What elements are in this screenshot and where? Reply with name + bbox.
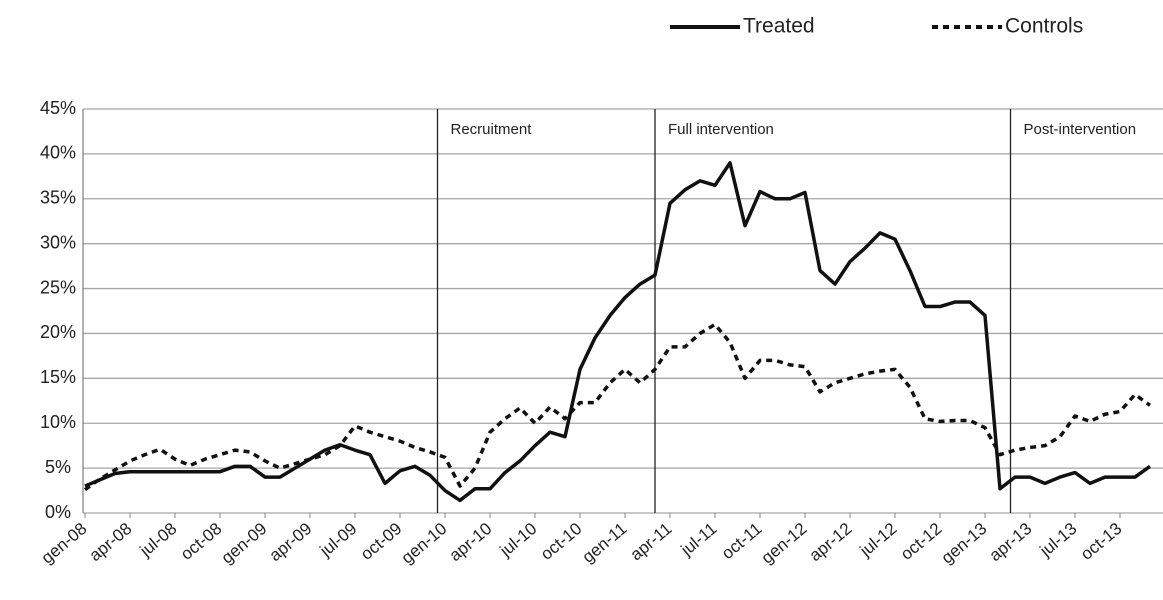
x-tick-label: gen-09 bbox=[218, 519, 271, 568]
period-label: Full intervention bbox=[668, 121, 774, 138]
x-tick-label: gen-13 bbox=[938, 519, 991, 568]
x-tick-label: gen-11 bbox=[579, 519, 631, 567]
period-label: Post-intervention bbox=[1024, 121, 1137, 138]
y-tick-label: 10% bbox=[40, 412, 76, 432]
x-tick-label: oct-12 bbox=[897, 519, 945, 564]
x-tick-label: jul-09 bbox=[316, 519, 361, 561]
x-tick-label: oct-11 bbox=[718, 519, 765, 563]
x-tick-label: jul-13 bbox=[1036, 519, 1081, 561]
y-tick-label: 30% bbox=[40, 232, 76, 252]
x-tick-label: apr-11 bbox=[627, 519, 676, 564]
x-tick-label: gen-08 bbox=[38, 519, 91, 568]
x-tick-label: oct-09 bbox=[357, 519, 405, 564]
series-line bbox=[83, 322, 1152, 492]
y-tick-label: 0% bbox=[45, 502, 71, 522]
y-tick-label: 25% bbox=[40, 277, 76, 297]
x-tick-label: jul-11 bbox=[677, 519, 721, 560]
series-line bbox=[84, 161, 1152, 503]
x-tick-label: jul-08 bbox=[136, 519, 181, 561]
x-tick-label: apr-12 bbox=[806, 519, 856, 565]
x-tick-label: gen-10 bbox=[398, 519, 451, 568]
x-tick-label: oct-10 bbox=[537, 519, 585, 564]
legend-label: Controls bbox=[1005, 15, 1083, 38]
y-tick-label: 20% bbox=[40, 322, 76, 342]
y-tick-label: 5% bbox=[45, 457, 71, 477]
x-tick-label: gen-12 bbox=[758, 519, 811, 568]
y-tick-label: 40% bbox=[40, 143, 76, 163]
x-tick-label: oct-13 bbox=[1077, 519, 1125, 564]
x-tick-label: jul-12 bbox=[856, 519, 901, 561]
legend-label: Treated bbox=[743, 15, 815, 38]
y-tick-label: 35% bbox=[40, 188, 76, 208]
y-tick-label: 15% bbox=[40, 367, 76, 387]
x-tick-label: apr-09 bbox=[266, 519, 316, 565]
x-tick-label: oct-08 bbox=[177, 519, 225, 564]
x-tick-label: apr-13 bbox=[986, 519, 1036, 565]
period-label: Recruitment bbox=[451, 121, 533, 138]
y-tick-label: 45% bbox=[40, 98, 76, 118]
x-tick-label: jul-10 bbox=[496, 519, 541, 561]
x-tick-label: apr-08 bbox=[86, 519, 136, 565]
x-tick-label: apr-10 bbox=[446, 519, 496, 565]
